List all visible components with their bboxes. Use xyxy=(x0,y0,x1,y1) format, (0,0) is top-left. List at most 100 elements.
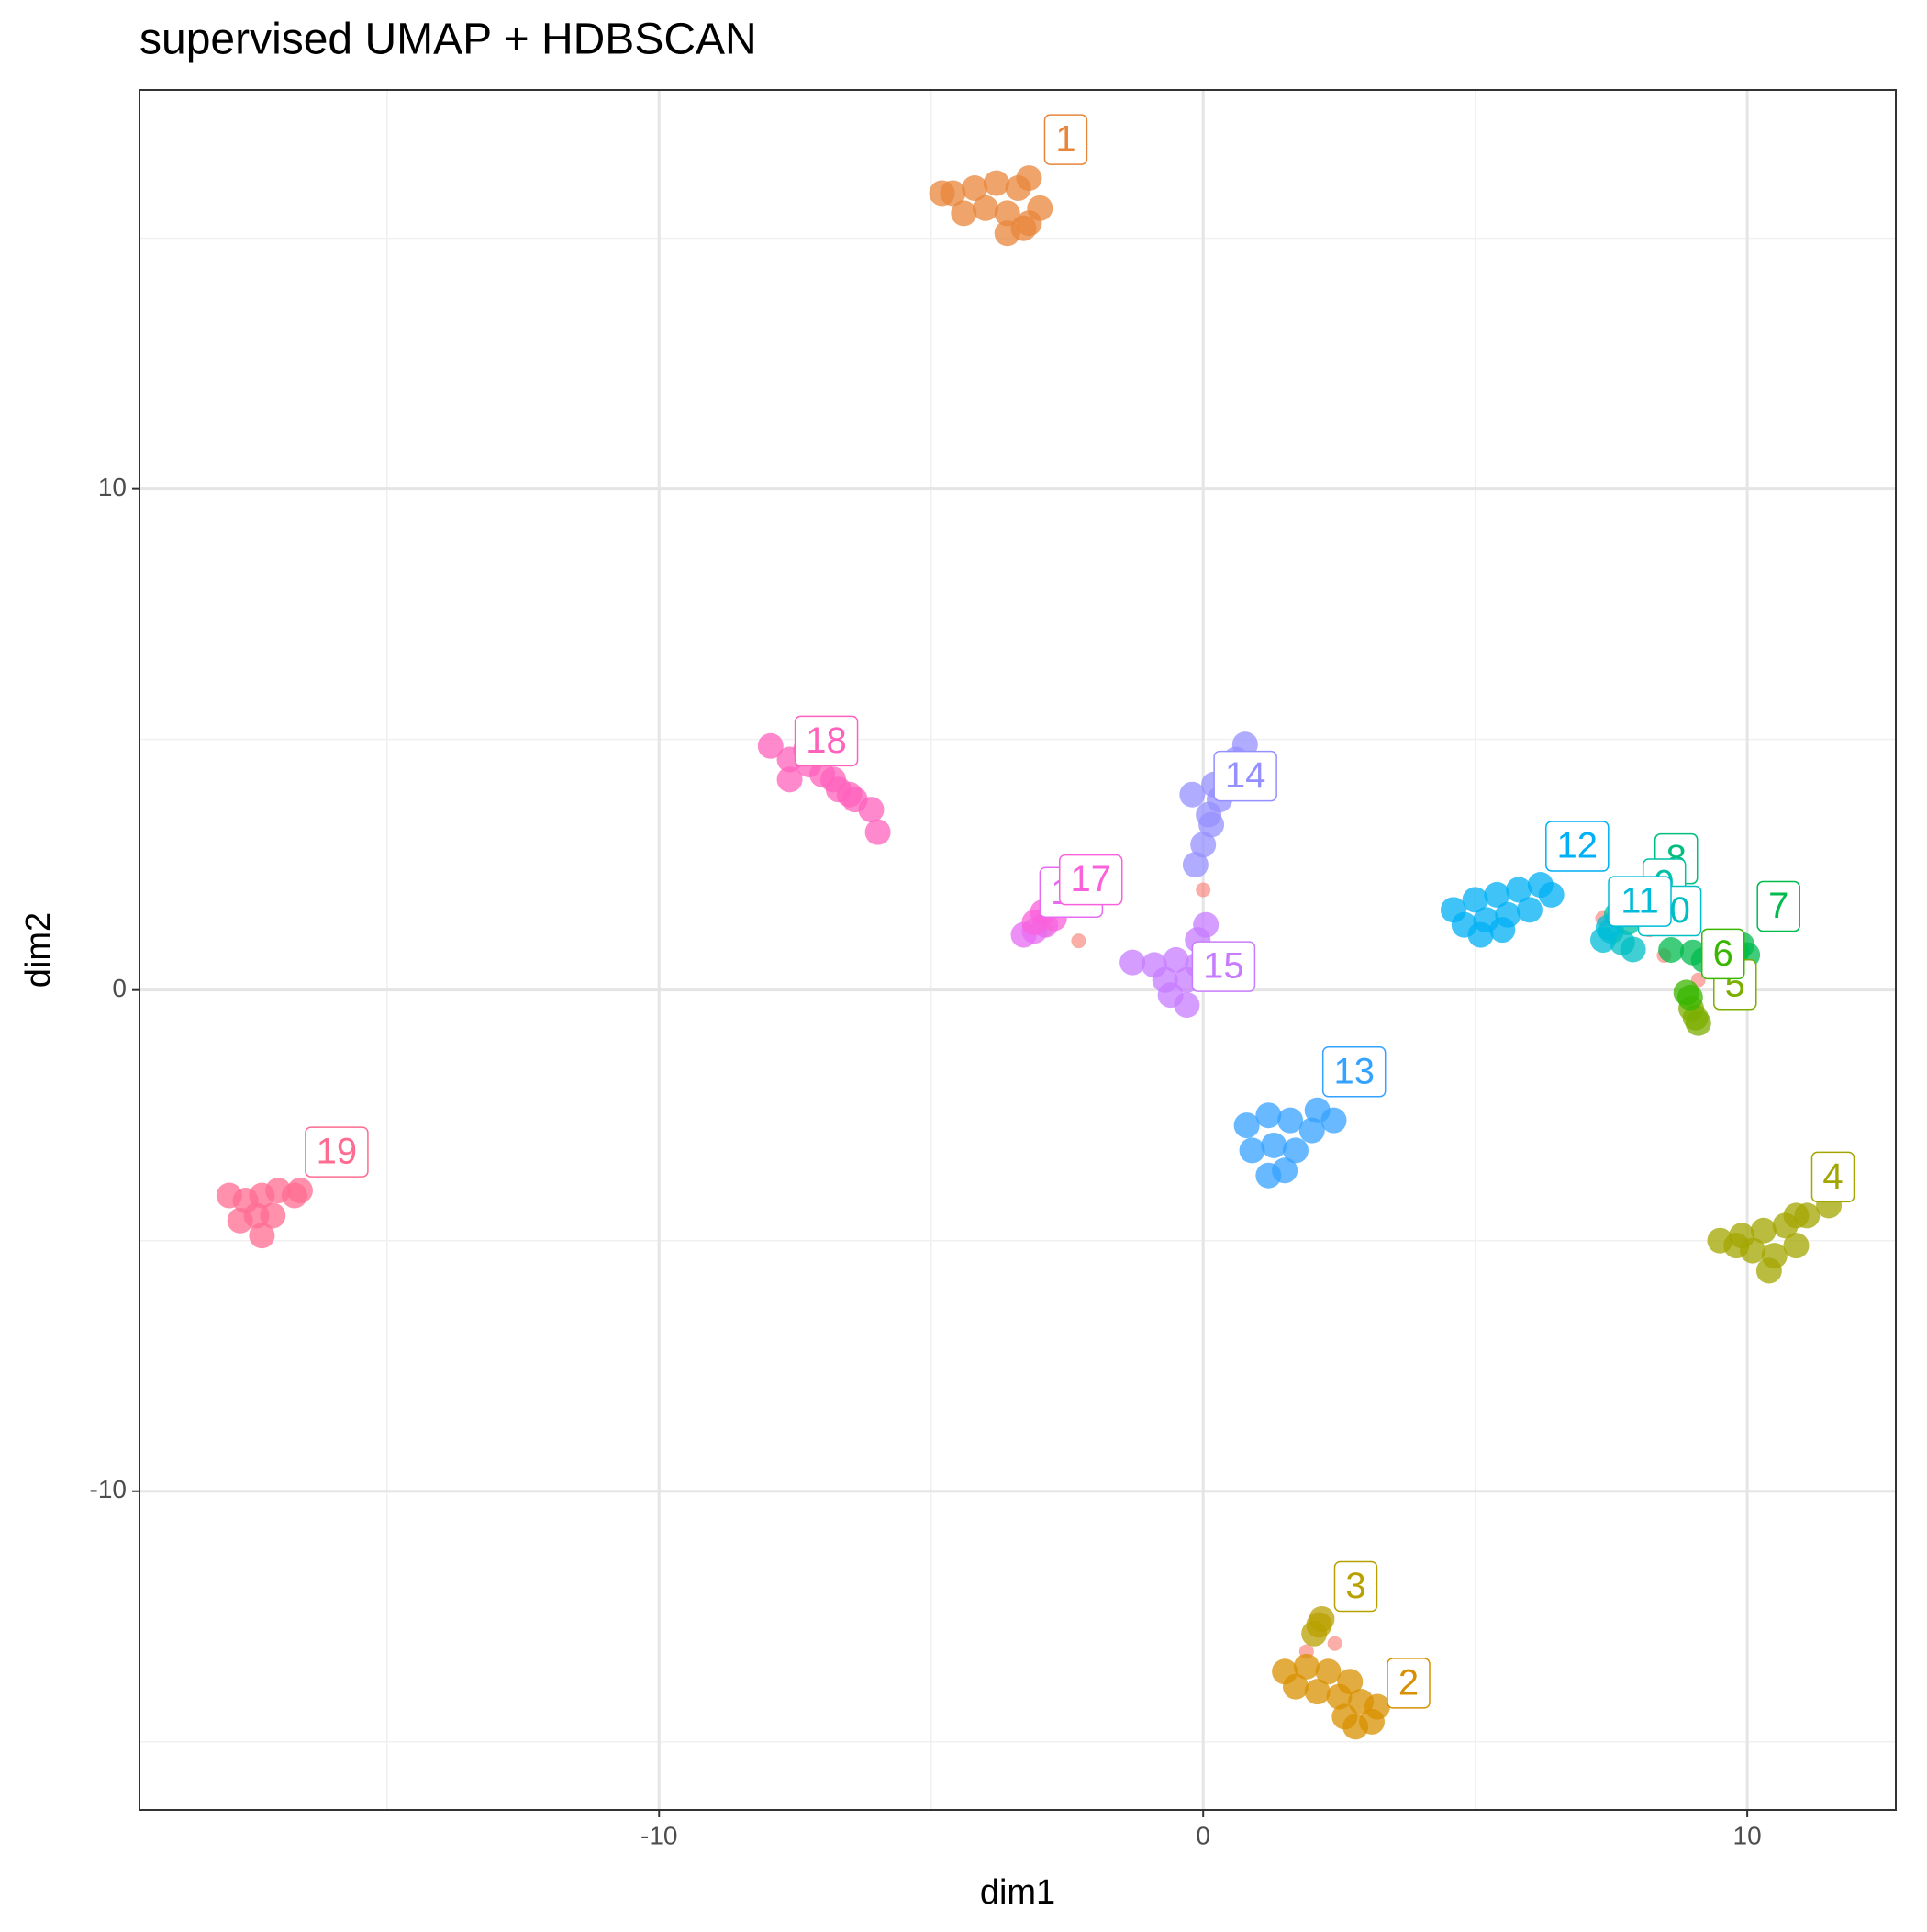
label-box xyxy=(1387,1658,1431,1709)
point xyxy=(1198,811,1225,838)
cluster-label: 17 xyxy=(1058,854,1123,906)
point xyxy=(1282,1673,1309,1700)
label-text: 4 xyxy=(1822,1156,1843,1197)
x-tick-label: -10 xyxy=(640,1821,677,1849)
label-text: 1 xyxy=(1055,119,1075,160)
point xyxy=(1462,887,1488,913)
point xyxy=(1538,881,1565,908)
point xyxy=(281,1182,307,1209)
point xyxy=(1010,215,1037,241)
panel-border xyxy=(139,89,1897,1811)
point xyxy=(1364,1693,1390,1720)
cluster-label: 6 xyxy=(1700,928,1745,980)
label-text: 18 xyxy=(806,720,847,761)
point xyxy=(1772,1212,1799,1239)
label-box xyxy=(794,715,859,767)
point xyxy=(1467,921,1494,948)
point xyxy=(1071,933,1086,949)
label-text: 6 xyxy=(1713,933,1733,974)
point xyxy=(1320,1107,1347,1134)
x-tick-label: 10 xyxy=(1733,1821,1762,1849)
y-tick-label: -10 xyxy=(90,1475,127,1503)
point xyxy=(1021,909,1048,935)
point xyxy=(1304,1679,1331,1705)
cluster-label: 19 xyxy=(305,1126,369,1178)
label-text: 12 xyxy=(1557,826,1598,866)
y-tick-label: 10 xyxy=(98,473,127,501)
chart-title: supervised UMAP + HDBSCAN xyxy=(139,16,757,64)
point xyxy=(864,819,891,845)
point xyxy=(1516,897,1543,923)
point xyxy=(260,1202,286,1229)
point xyxy=(1750,1217,1777,1244)
point xyxy=(973,195,999,221)
label-text: 17 xyxy=(1070,859,1111,899)
label-box xyxy=(1321,1045,1387,1098)
point xyxy=(1193,911,1220,938)
point xyxy=(1157,982,1184,1009)
label-box xyxy=(1043,114,1088,165)
point xyxy=(1261,1132,1287,1158)
point xyxy=(1327,1636,1342,1651)
point xyxy=(1342,1714,1369,1740)
point xyxy=(1163,946,1189,973)
point xyxy=(1196,882,1211,898)
point xyxy=(1119,949,1146,976)
point xyxy=(1277,1107,1304,1134)
point xyxy=(1783,1233,1810,1259)
label-text: 15 xyxy=(1203,946,1244,987)
point xyxy=(1179,781,1206,808)
point xyxy=(1658,937,1685,963)
point xyxy=(962,175,988,202)
y-tick-label: 0 xyxy=(112,974,127,1002)
cluster-label: 12 xyxy=(1545,821,1610,872)
point xyxy=(1489,917,1516,944)
label-box xyxy=(1333,1560,1378,1613)
point xyxy=(1309,1605,1335,1632)
label-text: 3 xyxy=(1345,1566,1365,1606)
cluster-label: 2 xyxy=(1387,1658,1431,1709)
cluster-label: 15 xyxy=(1191,941,1256,992)
cluster-label: 3 xyxy=(1333,1560,1378,1613)
label-text: 7 xyxy=(1768,886,1788,926)
cluster-label: 18 xyxy=(794,715,859,767)
point xyxy=(1315,1658,1342,1685)
axes: -10 0 10 -10 0 10 xyxy=(90,473,1762,1849)
point xyxy=(1794,1202,1821,1229)
point xyxy=(757,732,784,759)
point xyxy=(983,170,1009,196)
point xyxy=(249,1223,275,1249)
label-box xyxy=(1545,821,1610,872)
label-box xyxy=(1058,854,1123,906)
label-box xyxy=(1608,876,1672,927)
point xyxy=(1233,1112,1260,1139)
cluster-label: 14 xyxy=(1213,750,1277,802)
point xyxy=(1255,1102,1282,1129)
y-axis-title: dim2 xyxy=(19,912,58,988)
point xyxy=(836,781,863,808)
point xyxy=(1239,1137,1265,1164)
cluster-label: 11 xyxy=(1608,876,1672,927)
cluster-label: 1 xyxy=(1043,114,1088,165)
point xyxy=(1755,1257,1782,1284)
label-text: 2 xyxy=(1398,1662,1419,1703)
point xyxy=(1190,832,1217,858)
x-axis-title: dim1 xyxy=(980,1873,1055,1912)
point xyxy=(1484,881,1510,908)
label-box xyxy=(1756,880,1800,932)
label-text: 14 xyxy=(1225,755,1266,796)
point xyxy=(1255,1162,1282,1189)
label-text: 13 xyxy=(1333,1051,1375,1091)
point xyxy=(1282,1137,1309,1164)
label-text: 11 xyxy=(1621,881,1659,921)
cluster-label: 7 xyxy=(1756,880,1800,932)
label-box xyxy=(305,1126,369,1178)
point xyxy=(776,766,803,793)
point xyxy=(929,180,955,207)
point xyxy=(1326,1683,1353,1710)
point xyxy=(1182,852,1209,878)
x-tick-label: 0 xyxy=(1196,1821,1210,1849)
cluster-label: 13 xyxy=(1321,1045,1387,1098)
